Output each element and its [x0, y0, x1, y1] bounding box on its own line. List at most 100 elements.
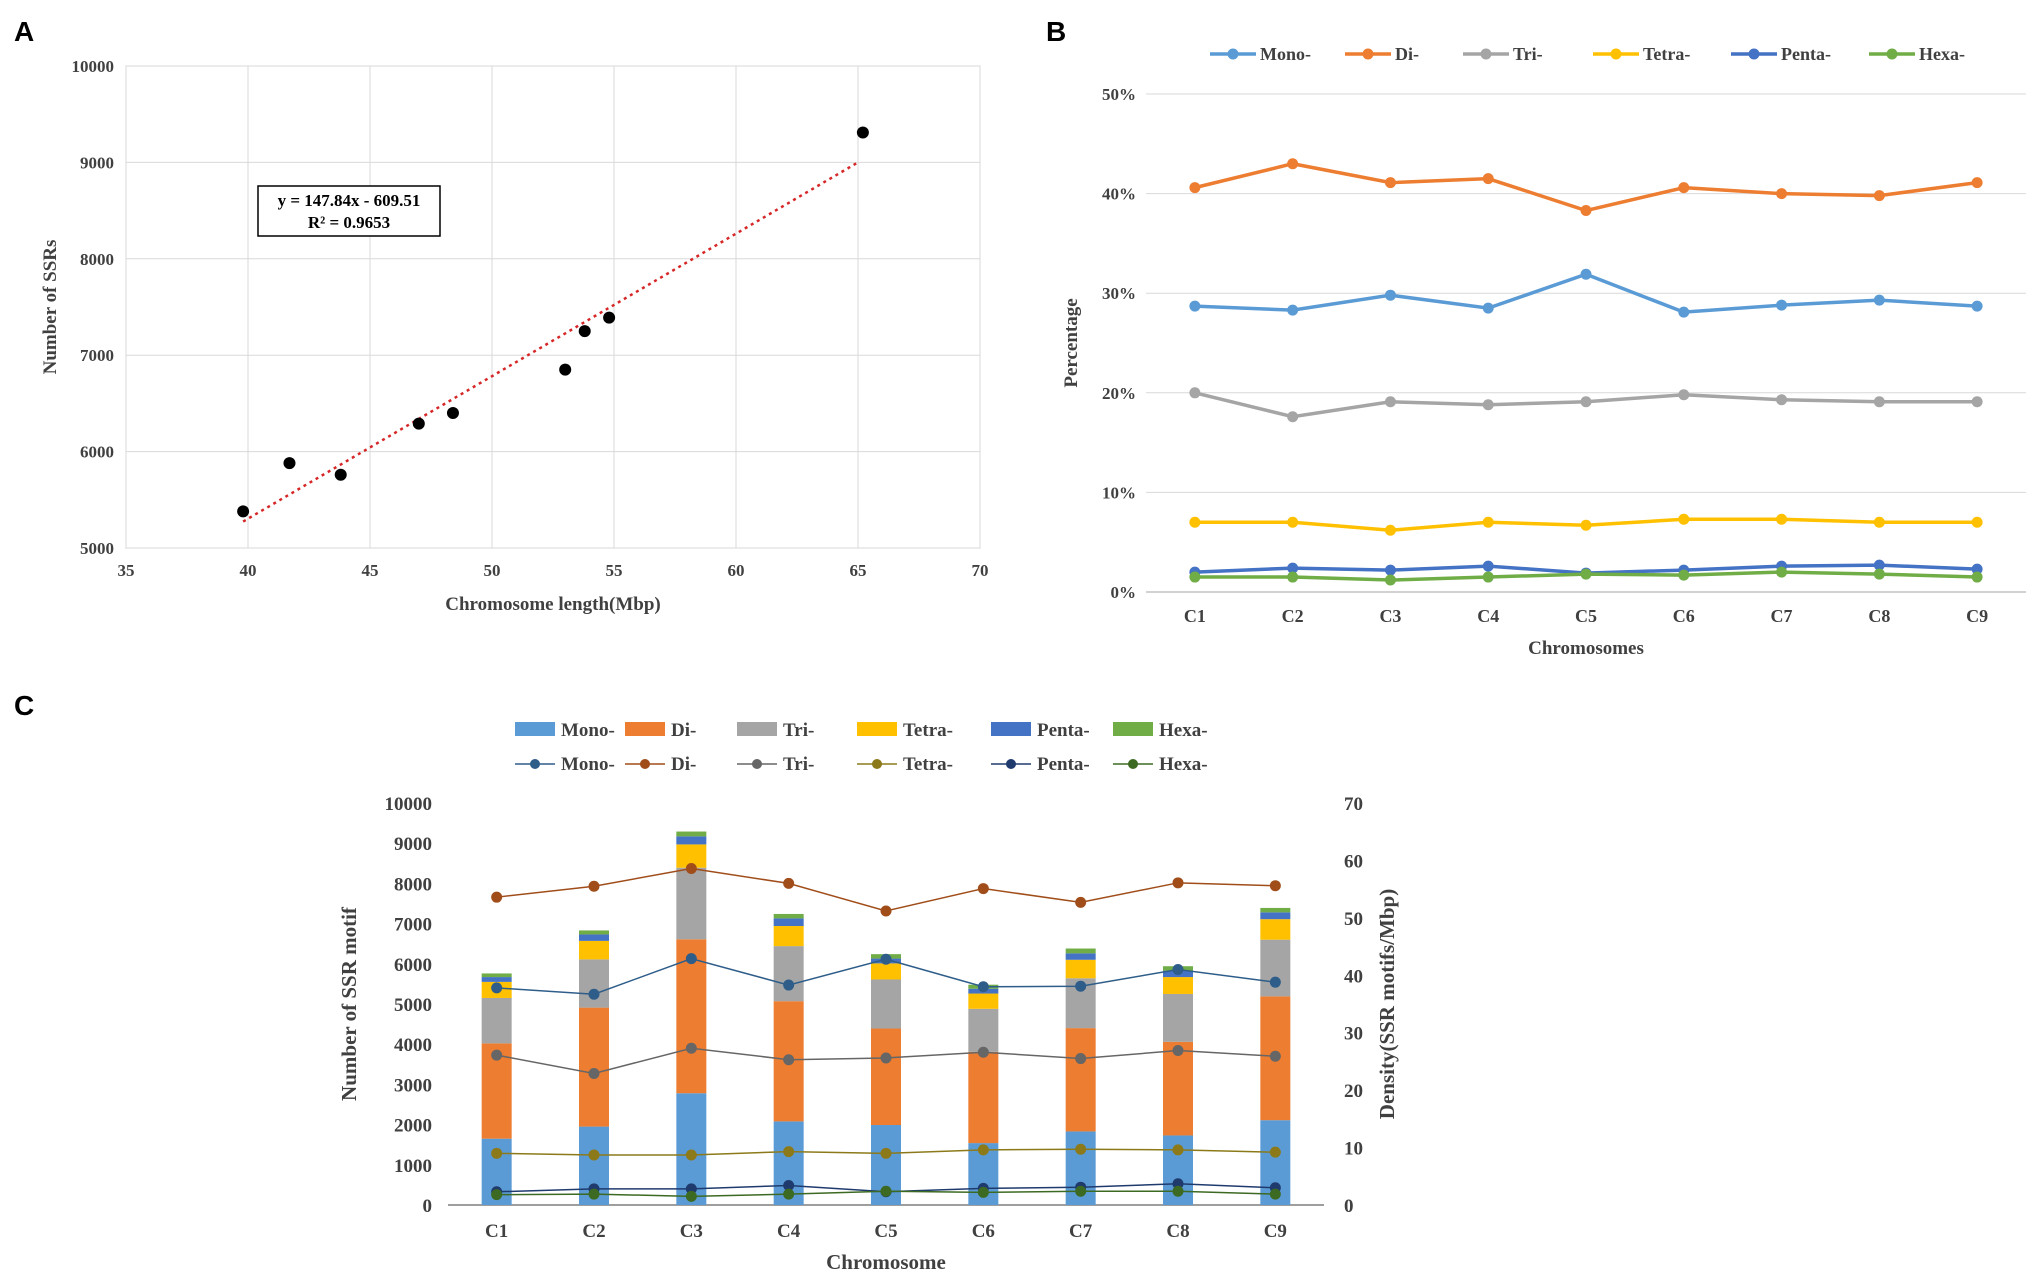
series-marker	[1678, 182, 1690, 194]
y-axis-title: Percentage	[1061, 298, 1082, 387]
y-tick-label: 9000	[394, 834, 432, 855]
x-tick-label: C6	[972, 1221, 995, 1242]
x-tick-label: 65	[850, 561, 867, 580]
legend-swatch	[737, 722, 777, 736]
bar-segment	[481, 997, 512, 1044]
x-tick-label: 50	[484, 561, 501, 580]
bar-segment	[968, 993, 999, 1009]
x-tick-label: 70	[972, 561, 989, 580]
x-tick-label: 40	[240, 561, 257, 580]
legend-label: Tetra-	[903, 754, 953, 775]
density-marker	[977, 1046, 989, 1058]
series-marker	[1287, 571, 1299, 583]
x-tick-label: 45	[362, 561, 379, 580]
legend-marker	[530, 759, 540, 769]
series-marker	[1776, 566, 1788, 578]
series-marker	[1873, 516, 1885, 528]
series-marker	[1971, 177, 1983, 189]
y-tick-label: 1000	[394, 1156, 432, 1177]
chart-a-scatter: 5000 6000 7000 8000 9000 10000 35 40 45 50 55 60 65 7…	[40, 57, 989, 615]
legend-label: Penta-	[1781, 44, 1831, 64]
series-marker	[1287, 158, 1299, 170]
bar-segment	[676, 939, 707, 1094]
y-tick-label: 10000	[385, 794, 433, 815]
bar-segment	[773, 926, 804, 947]
y-tick-label: 10000	[72, 57, 115, 76]
y2-tick-label: 0	[1344, 1196, 1354, 1217]
equation-text: y = 147.84x - 609.51	[278, 191, 421, 210]
density-marker	[1075, 980, 1087, 992]
y-tick-label: 5000	[80, 539, 114, 558]
legend-swatch	[515, 722, 555, 736]
plot-frame	[125, 65, 981, 549]
density-marker	[491, 1189, 503, 1201]
series-marker	[1873, 559, 1885, 571]
y-tick-label: 7000	[80, 346, 114, 365]
y-tick-label: 10%	[1102, 483, 1136, 502]
data-point	[412, 417, 425, 430]
legend-label: Hexa-	[1159, 720, 1208, 741]
density-marker	[977, 1186, 989, 1198]
density-marker	[783, 1188, 795, 1200]
legend-label: Hexa-	[1159, 754, 1208, 775]
series-marker	[1678, 389, 1690, 401]
bar-segment	[1065, 953, 1096, 960]
legend-marker	[1886, 48, 1898, 60]
x-tick-label: C1	[1184, 606, 1206, 626]
bar-segment	[968, 1008, 999, 1052]
y-tick-label: 0	[423, 1196, 433, 1217]
legend-label: Di-	[1395, 44, 1419, 64]
series-marker	[1384, 177, 1396, 189]
legend-marker	[1128, 759, 1138, 769]
bar-segment	[871, 979, 901, 1029]
legend-swatch	[991, 722, 1031, 736]
y-tick-label: 4000	[394, 1035, 432, 1056]
density-marker	[977, 1144, 989, 1156]
x-tick-label: C9	[1264, 1221, 1287, 1242]
bar-segment	[968, 1051, 999, 1144]
density-marker	[588, 1149, 600, 1161]
series-marker	[1678, 569, 1690, 581]
y-axis-title: Number of SSR motif	[337, 906, 361, 1101]
series-marker	[1971, 300, 1983, 312]
density-marker	[880, 1185, 892, 1197]
x-tick-label: C5	[1575, 606, 1597, 626]
series-marker	[1776, 188, 1788, 200]
series-marker	[1482, 173, 1494, 185]
density-marker	[1075, 1143, 1087, 1155]
density-marker	[880, 1052, 892, 1064]
y-tick-label: 40%	[1102, 185, 1136, 204]
bar-segment	[676, 836, 707, 845]
x-tick-label: C7	[1771, 606, 1793, 626]
series-marker	[1482, 399, 1494, 411]
density-marker	[783, 1054, 795, 1066]
density-marker	[685, 1190, 697, 1202]
series-marker	[1873, 190, 1885, 202]
density-marker	[880, 1147, 892, 1159]
bar-segment	[579, 934, 609, 941]
data-point	[856, 126, 869, 139]
series-marker	[1189, 300, 1201, 312]
bar-segment	[676, 867, 707, 940]
density-marker	[491, 891, 503, 903]
series-marker	[1287, 562, 1299, 574]
y-tick-label: 2000	[394, 1116, 432, 1137]
density-marker	[977, 883, 989, 895]
series-marker	[1580, 519, 1592, 531]
y-tick-label: 7000	[394, 915, 432, 936]
x-axis-title: Chromosome length(Mbp)	[445, 594, 661, 615]
series-marker	[1678, 513, 1690, 525]
series-marker	[1873, 568, 1885, 580]
data-point	[603, 311, 616, 324]
legend-marker	[1610, 48, 1622, 60]
x-tick-label: C4	[777, 1221, 801, 1242]
series-marker	[1482, 302, 1494, 314]
density-marker	[588, 1067, 600, 1079]
bar-segment	[1260, 939, 1291, 997]
panel-label-b: B	[1046, 16, 1067, 47]
r-squared-text: R² = 0.9653	[308, 213, 390, 232]
x-axis-title: Chromosome	[826, 1250, 946, 1274]
panel-label-a: A	[14, 16, 35, 47]
density-marker	[491, 1147, 503, 1159]
legend-marker	[1362, 48, 1374, 60]
